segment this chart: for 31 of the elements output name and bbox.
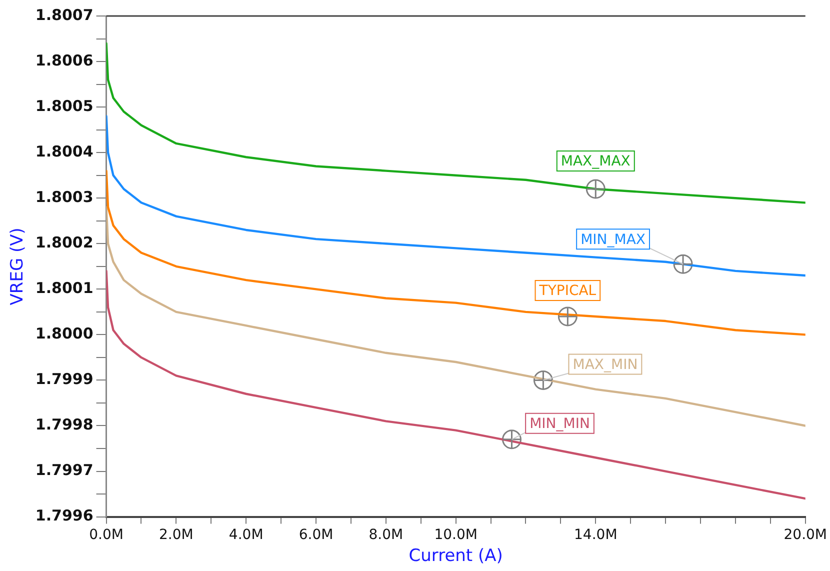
- series-label: MAX_MAX: [560, 154, 631, 170]
- series-label: MIN_MAX: [580, 232, 646, 248]
- x-tick-label: 6.0M: [298, 526, 334, 543]
- y-tick-label: 1.8006: [35, 51, 94, 70]
- y-tick-label: 1.8002: [35, 234, 94, 252]
- x-tick-label: 8.0M: [368, 526, 404, 543]
- y-tick-label: 1.8000: [35, 324, 94, 343]
- y-tick-label: 1.7997: [35, 461, 94, 480]
- x-tick-label: 0.0M: [89, 526, 124, 543]
- point: [502, 430, 522, 450]
- x-tick-label: 10.0M: [434, 526, 478, 543]
- y-axis-title: VREG (V): [8, 228, 28, 306]
- series-label: MAX_MIN: [572, 356, 638, 373]
- x-tick-label: 14.0M: [574, 526, 618, 543]
- y-tick-label: 1.7999: [35, 370, 94, 388]
- y-tick-label: 1.8004: [35, 142, 94, 160]
- y-tick-label: 1.8005: [35, 96, 94, 115]
- point: [533, 370, 553, 390]
- x-tick-label: 4.0M: [228, 526, 264, 543]
- x-axis-title: Current (A): [408, 546, 503, 566]
- x-tick-label: 2.0M: [159, 526, 194, 543]
- y-tick-label: 1.7996: [35, 506, 94, 525]
- y-tick-label: 1.7998: [35, 416, 94, 434]
- series-label: TYPICAL: [538, 283, 596, 300]
- point: [558, 306, 578, 326]
- y-tick-label: 1.8007: [35, 6, 94, 24]
- x-tick-label: 20.0M: [784, 526, 828, 543]
- point: [673, 254, 693, 274]
- series-label: MIN_MIN: [530, 416, 590, 432]
- y-tick-label: 1.8001: [35, 279, 94, 298]
- y-tick-label: 1.8003: [35, 188, 94, 206]
